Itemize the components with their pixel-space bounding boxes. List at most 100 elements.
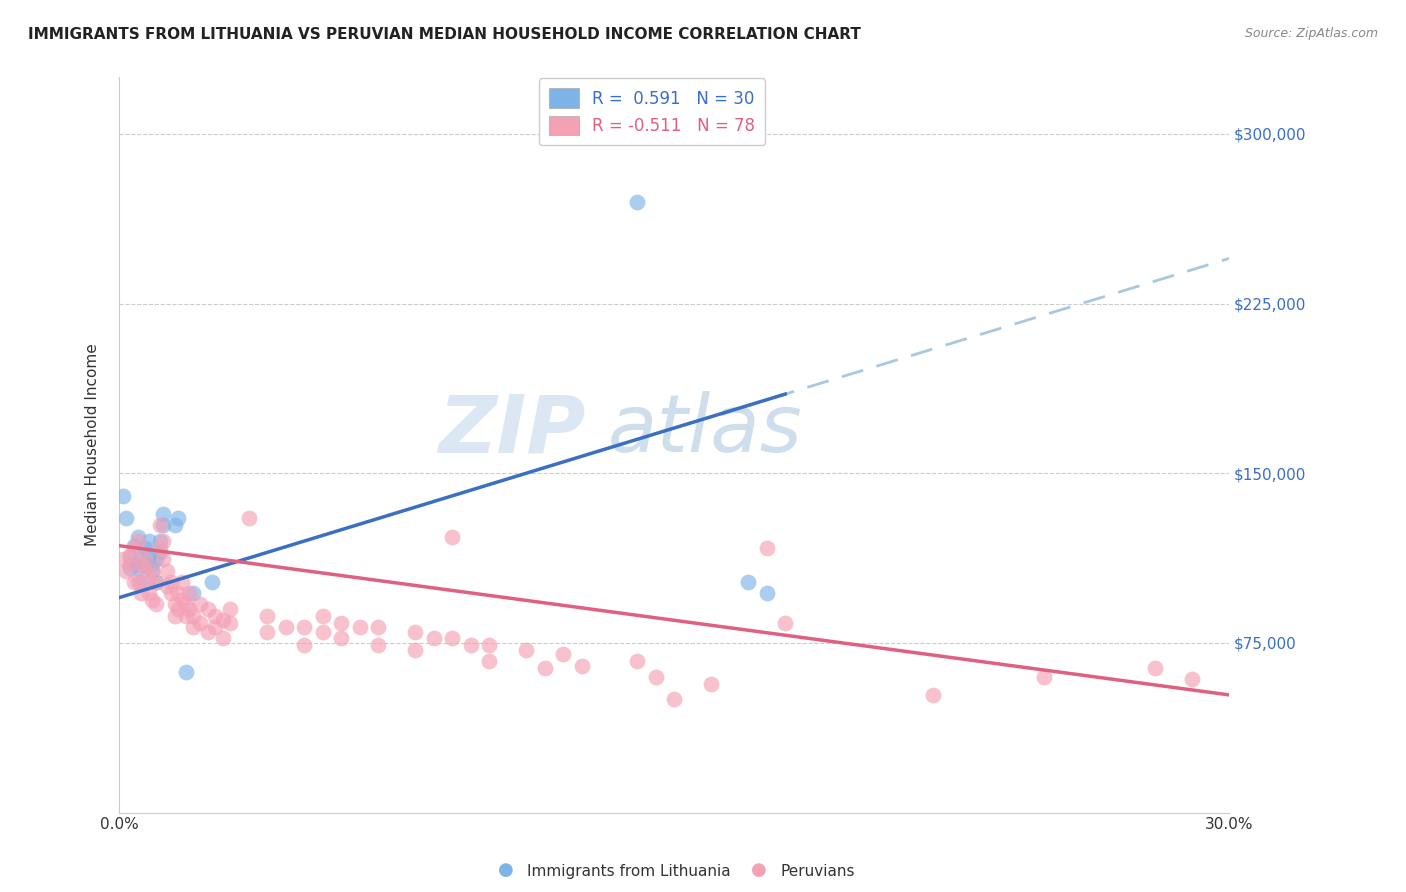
Point	[922, 688, 945, 702]
Point	[149, 518, 172, 533]
Point	[134, 541, 156, 555]
Point	[170, 593, 193, 607]
Text: ZIP: ZIP	[439, 392, 585, 469]
Point	[152, 552, 174, 566]
Point	[478, 654, 501, 668]
Point	[134, 552, 156, 566]
Point	[127, 530, 149, 544]
Point	[129, 557, 152, 571]
Point	[292, 620, 315, 634]
Point	[181, 620, 204, 634]
Point	[773, 615, 796, 630]
Point	[127, 561, 149, 575]
Point	[152, 534, 174, 549]
Point	[515, 642, 537, 657]
Point	[197, 624, 219, 639]
Point	[626, 194, 648, 209]
Point	[138, 534, 160, 549]
Point	[120, 548, 142, 562]
Point	[367, 620, 389, 634]
Point	[204, 608, 226, 623]
Point	[292, 638, 315, 652]
Point	[163, 598, 186, 612]
Point	[553, 647, 575, 661]
Point	[1181, 672, 1204, 686]
Point	[141, 557, 163, 571]
Point	[460, 638, 482, 652]
Point	[571, 658, 593, 673]
Point	[111, 489, 134, 503]
Point	[129, 574, 152, 589]
Point	[129, 586, 152, 600]
Point	[533, 661, 555, 675]
Point	[138, 586, 160, 600]
Point	[145, 574, 167, 589]
Point	[478, 638, 501, 652]
Point	[367, 638, 389, 652]
Point	[181, 608, 204, 623]
Point	[127, 574, 149, 589]
Point	[149, 534, 172, 549]
Point	[122, 541, 145, 555]
Point	[141, 564, 163, 578]
Point	[115, 564, 138, 578]
Point	[122, 574, 145, 589]
Point	[179, 586, 201, 600]
Point	[122, 539, 145, 553]
Point	[211, 632, 233, 646]
Point	[127, 534, 149, 549]
Point	[644, 670, 666, 684]
Point	[1033, 670, 1056, 684]
Point	[134, 559, 156, 574]
Point	[256, 624, 278, 639]
Text: ●: ●	[498, 861, 515, 879]
Point	[204, 620, 226, 634]
Point	[404, 642, 426, 657]
Point	[626, 654, 648, 668]
Point	[274, 620, 297, 634]
Point	[122, 557, 145, 571]
Text: Immigrants from Lithuania: Immigrants from Lithuania	[527, 863, 731, 879]
Text: Peruvians: Peruvians	[780, 863, 855, 879]
Point	[138, 574, 160, 589]
Point	[174, 598, 197, 612]
Point	[170, 574, 193, 589]
Point	[174, 608, 197, 623]
Point	[737, 574, 759, 589]
Point	[129, 552, 152, 566]
Text: Source: ZipAtlas.com: Source: ZipAtlas.com	[1244, 27, 1378, 40]
Y-axis label: Median Household Income: Median Household Income	[86, 343, 100, 547]
Point	[330, 615, 353, 630]
Point	[311, 624, 333, 639]
Text: IMMIGRANTS FROM LITHUANIA VS PERUVIAN MEDIAN HOUSEHOLD INCOME CORRELATION CHART: IMMIGRANTS FROM LITHUANIA VS PERUVIAN ME…	[28, 27, 860, 42]
Point	[141, 593, 163, 607]
Point	[238, 511, 260, 525]
Point	[160, 586, 183, 600]
Point	[311, 608, 333, 623]
Point	[156, 579, 179, 593]
Point	[167, 602, 190, 616]
Point	[152, 518, 174, 533]
Point	[145, 552, 167, 566]
Point	[190, 598, 212, 612]
Point	[160, 574, 183, 589]
Point	[149, 545, 172, 559]
Point	[662, 692, 685, 706]
Point	[755, 586, 778, 600]
Point	[138, 548, 160, 562]
Point	[149, 541, 172, 555]
Point	[441, 530, 464, 544]
Point	[174, 665, 197, 680]
Point	[152, 507, 174, 521]
Point	[1144, 661, 1167, 675]
Point	[349, 620, 371, 634]
Point	[111, 552, 134, 566]
Point	[156, 564, 179, 578]
Point	[179, 602, 201, 616]
Point	[190, 615, 212, 630]
Point	[163, 518, 186, 533]
Text: atlas: atlas	[607, 392, 803, 469]
Point	[134, 564, 156, 578]
Point	[120, 549, 142, 564]
Point	[141, 564, 163, 578]
